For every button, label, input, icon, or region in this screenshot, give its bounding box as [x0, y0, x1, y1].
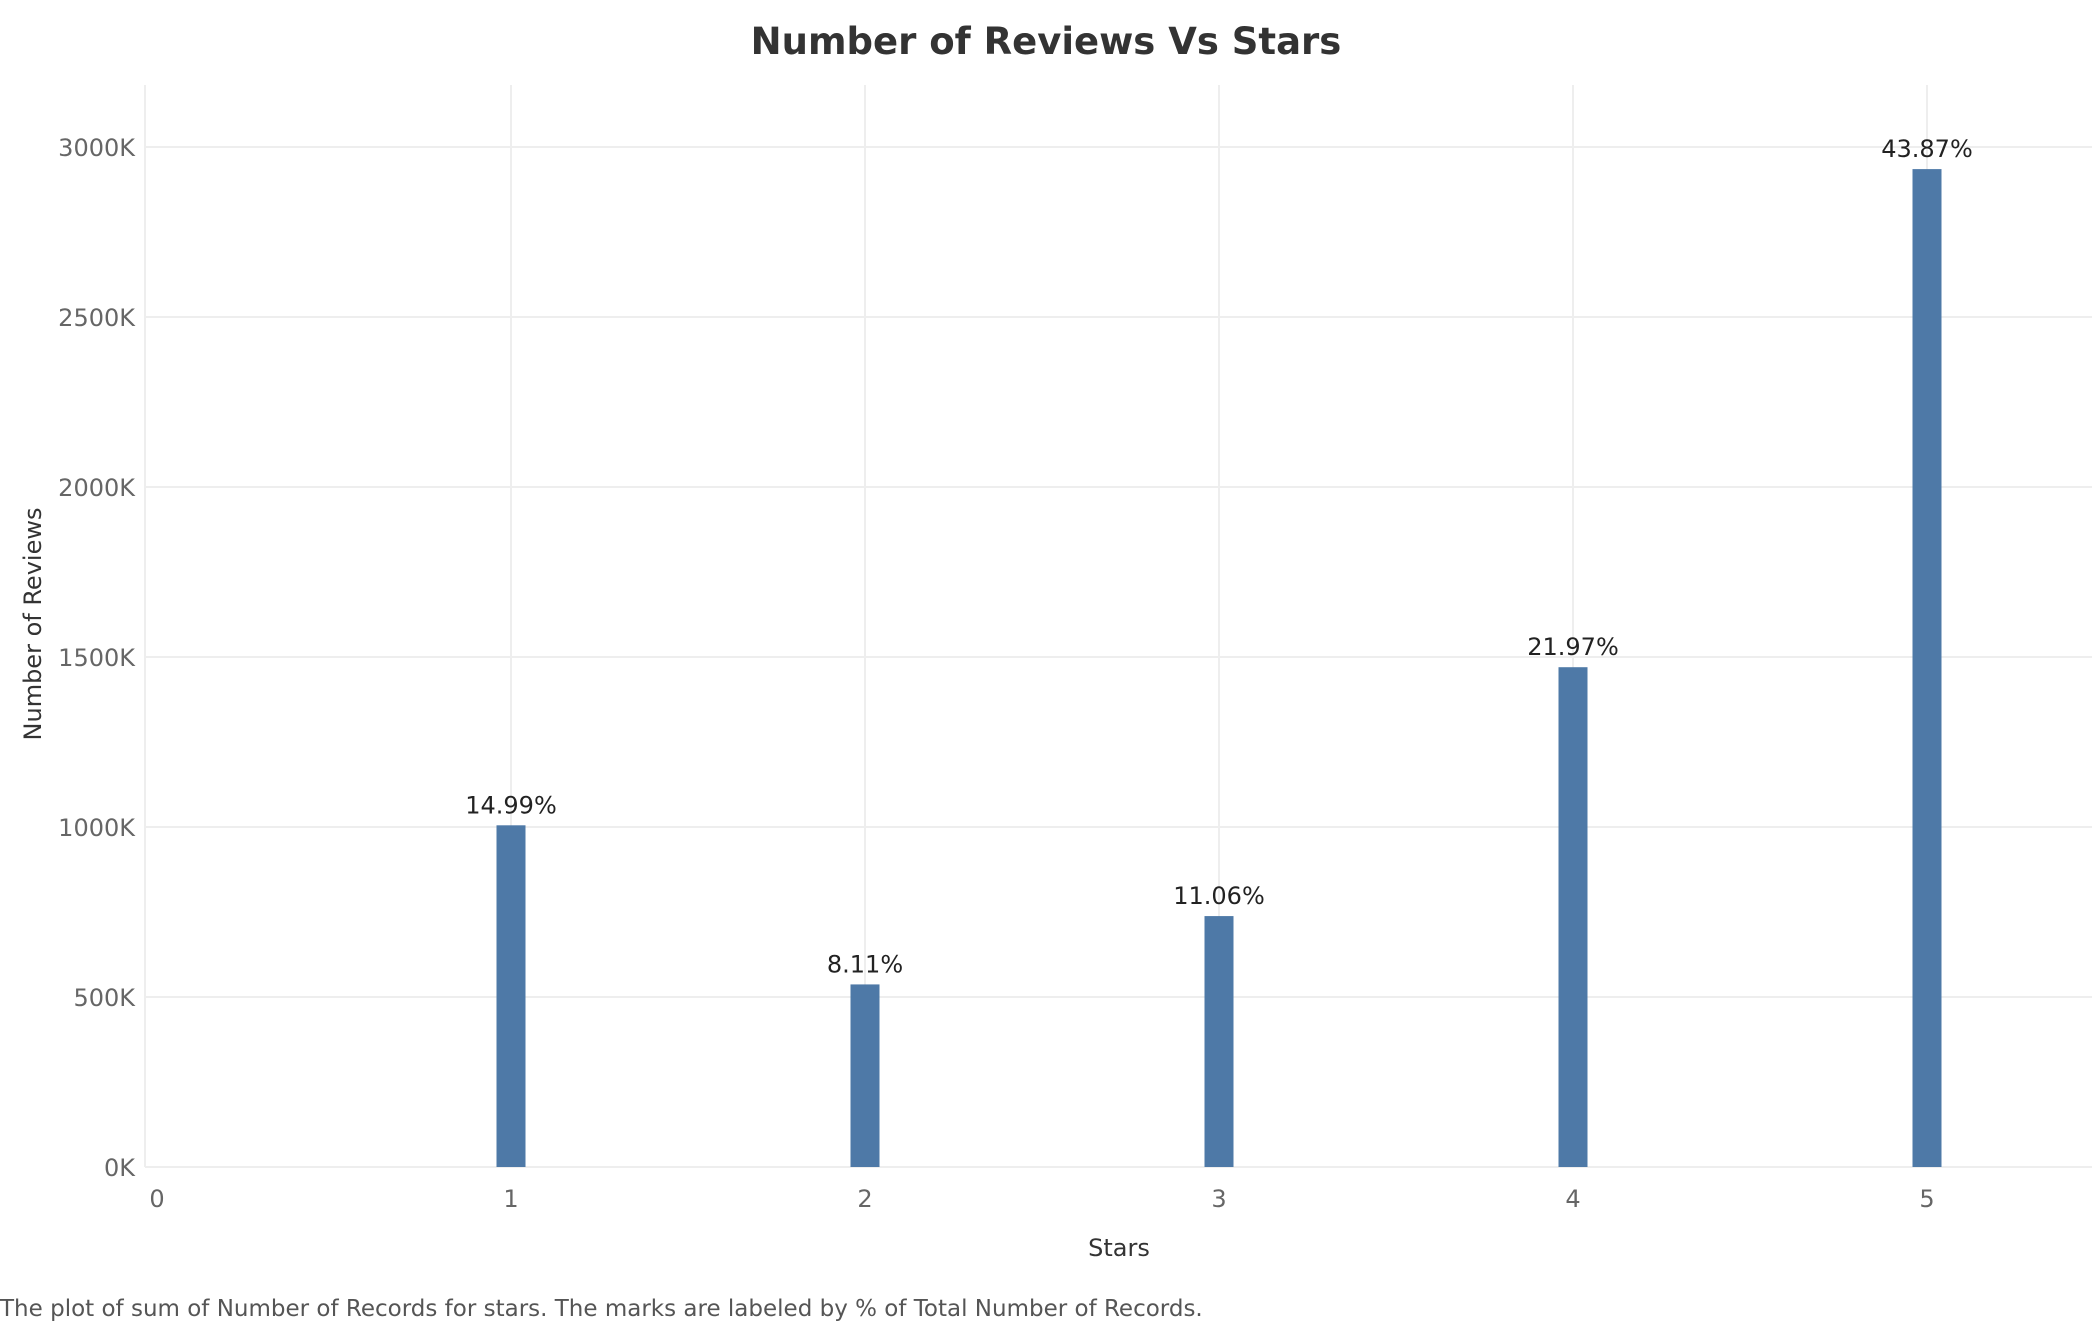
data-labels: 14.99% 8.11% 11.06% 21.97% 43.87%: [465, 135, 1973, 978]
bar-stars-1: [496, 825, 526, 1167]
bar-stars-2: [850, 984, 880, 1167]
y-axis-ticks: 0K 500K 1000K 1500K 2000K 2500K 3000K: [58, 134, 136, 1182]
x-tick-label: 1: [503, 1185, 518, 1213]
bars: [496, 169, 1942, 1168]
bar-data-label: 11.06%: [1173, 882, 1265, 910]
chart-title: Number of Reviews Vs Stars: [751, 20, 1342, 63]
y-tick-label: 1000K: [58, 814, 136, 842]
x-tick-label: 2: [857, 1185, 872, 1213]
y-tick-label: 2500K: [58, 304, 136, 332]
bar-stars-4: [1558, 667, 1588, 1167]
bar-stars-5: [1912, 169, 1942, 1168]
y-tick-label: 2000K: [58, 474, 136, 502]
bar-stars-3: [1204, 916, 1234, 1167]
y-tick-label: 500K: [73, 984, 136, 1012]
bar-data-label: 21.97%: [1527, 633, 1619, 661]
bar-data-label: 8.11%: [827, 950, 903, 978]
y-tick-label: 3000K: [58, 134, 136, 162]
x-tick-label: 0: [149, 1185, 164, 1213]
chart-caption: The plot of sum of Number of Records for…: [0, 1296, 1203, 1322]
bar-data-label: 43.87%: [1881, 135, 1973, 163]
x-axis-ticks: 0 1 2 3 4 5: [149, 1185, 1934, 1213]
x-axis-title: Stars: [1088, 1234, 1150, 1262]
x-tick-label: 4: [1565, 1185, 1580, 1213]
y-axis-title: Number of Reviews: [19, 508, 47, 741]
gridlines: [144, 85, 2092, 1168]
bar-data-label: 14.99%: [465, 791, 557, 819]
x-tick-label: 5: [1919, 1185, 1934, 1213]
y-tick-label: 1500K: [58, 644, 136, 672]
y-tick-label: 0K: [104, 1154, 136, 1182]
x-tick-label: 3: [1211, 1185, 1226, 1213]
bar-chart: Number of Reviews Vs Stars 0K500K1000K15…: [19, 20, 2092, 1262]
